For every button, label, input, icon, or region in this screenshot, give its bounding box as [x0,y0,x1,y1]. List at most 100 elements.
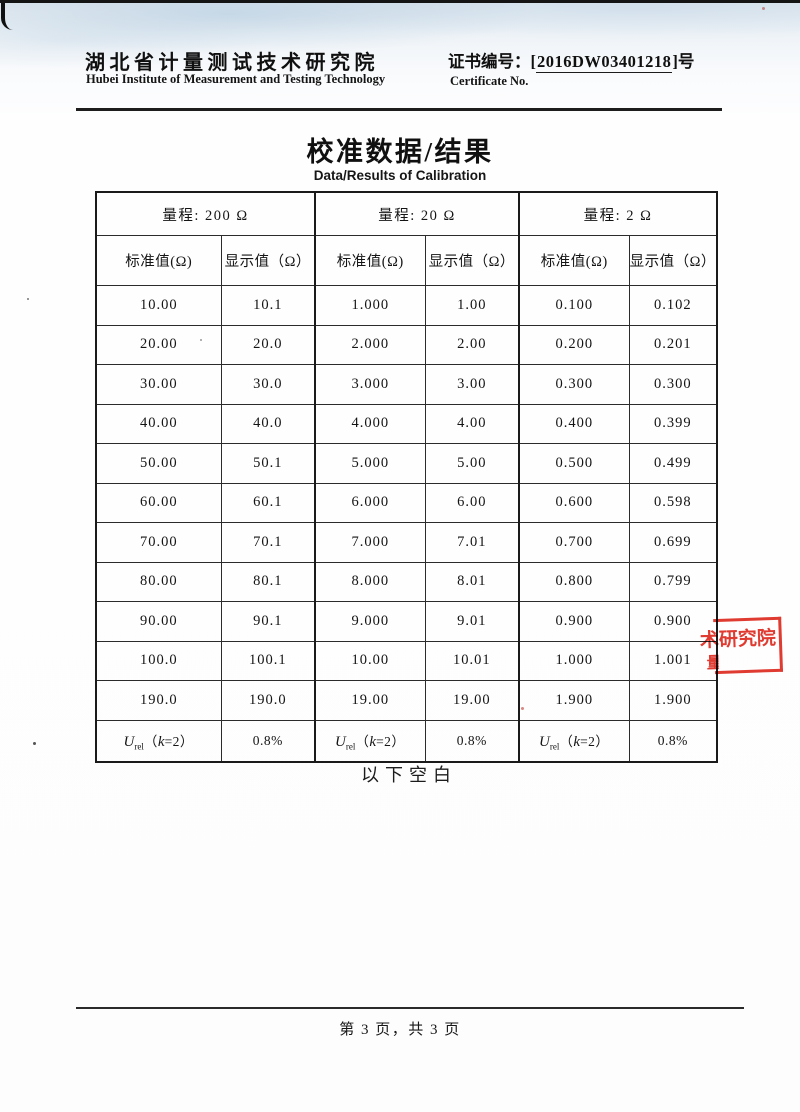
table-cell: 20.0 [220,324,316,365]
table-cell: 70.1 [220,522,316,563]
institute-name-cn: 湖北省计量测试技术研究院 [85,52,379,74]
table-cell: 1.900 [628,680,718,721]
uncertainty-paren-close: =2） [580,733,610,749]
table-cell: 0.598 [628,482,718,523]
certificate-label-cn: 证书编号： [448,52,531,71]
table-cell: 0.700 [518,522,630,563]
table-cell: 7.000 [314,522,426,563]
table-cell: 90.00 [95,601,222,642]
table-cell: 190.0 [220,680,316,721]
table-cell: 0.400 [518,403,630,444]
calibration-table: 量程: 200 Ω 量程: 20 Ω 量程: 2 Ω 标准值(Ω) 显示值（Ω）… [95,191,718,763]
uncertainty-paren-open: （ [143,733,158,749]
table-cell: 3.000 [314,364,426,405]
table-cell: 80.1 [220,561,316,602]
table-cell: 0.102 [628,285,718,326]
uncertainty-symbol: U [335,733,346,750]
column-header-row: 标准值(Ω) 显示值（Ω） 标准值(Ω) 显示值（Ω） 标准值(Ω) 显示值（Ω… [95,235,718,286]
table-cell: 100.1 [220,640,316,681]
uncertainty-label: Urel（k=2） [314,719,426,762]
table-cell: 30.0 [220,364,316,405]
table-cell: 0.500 [518,443,630,484]
uncertainty-symbol: U [123,733,135,750]
col-header-standard-2: 标准值(Ω) [518,235,630,286]
table-cell: 100.0 [95,640,222,681]
col-header-standard-200: 标准值(Ω) [95,235,222,286]
col-header-standard-20: 标准值(Ω) [314,235,426,286]
table-cell: 0.100 [518,285,630,326]
uncertainty-subscript: rel [345,741,356,752]
uncertainty-value: 0.8% [424,719,520,762]
certificate-number-line: 证书编号：[2016DW03401218]号 [448,48,695,73]
uncertainty-value: 0.8% [220,719,316,762]
table-cell: 10.01 [424,640,520,681]
table-cell: 10.00 [95,285,222,326]
range-header-2ohm: 量程: 2 Ω [518,191,718,236]
table-cell: 40.0 [220,403,316,444]
red-seal-text: 术研究院 [699,627,777,652]
table-cell: 20.00 [95,324,222,365]
table-cell: 5.00 [424,443,520,484]
scan-speck [200,339,202,341]
calibration-table-foot: Urel（k=2） 0.8% Urel（k=2） 0.8% Urel（k=2） … [95,719,718,762]
table-cell: 0.900 [518,601,630,642]
red-seal-stamp: 术研究院 量 [696,608,794,677]
scan-speck [33,742,36,745]
table-cell: 5.000 [314,443,426,484]
range-header-20ohm: 量程: 20 Ω [314,191,520,236]
table-cell: 0.900 [628,601,718,642]
table-cell: 4.000 [314,403,426,444]
red-seal-text-partial: 量 [706,654,720,673]
table-cell: 0.399 [628,403,718,444]
table-cell: 1.900 [518,680,630,721]
table-cell: 6.00 [424,482,520,523]
uncertainty-value: 0.8% [628,719,718,762]
table-cell: 60.1 [220,482,316,523]
calibration-table-head: 量程: 200 Ω 量程: 20 Ω 量程: 2 Ω 标准值(Ω) 显示值（Ω）… [95,191,718,286]
uncertainty-label: Urel（k=2） [95,719,222,762]
uncertainty-symbol: U [539,733,550,750]
certificate-bracket-open: [ [530,52,537,71]
uncertainty-paren-open: （ [355,733,370,749]
scan-corner-artifact [1,3,17,30]
table-cell: 0.499 [628,443,718,484]
table-cell: 190.0 [95,680,222,721]
table-row: 40.00 40.0 4.000 4.00 0.400 0.399 [95,403,718,444]
table-cell: 10.1 [220,285,316,326]
uncertainty-paren-close: =2） [164,733,194,749]
uncertainty-k: k [573,733,581,750]
table-cell: 40.00 [95,403,222,444]
col-header-displayed-20: 显示值（Ω） [424,235,520,286]
scan-edge-artifact [0,0,800,3]
uncertainty-k: k [157,733,165,750]
table-cell: 7.01 [424,522,520,563]
table-cell: 90.1 [220,601,316,642]
table-cell: 0.300 [628,364,718,405]
table-cell: 80.00 [95,561,222,602]
table-cell: 3.00 [424,364,520,405]
range-header-row: 量程: 200 Ω 量程: 20 Ω 量程: 2 Ω [95,191,718,236]
table-cell: 0.600 [518,482,630,523]
table-row: 90.00 90.1 9.000 9.01 0.900 0.900 [95,601,718,642]
table-cell: 0.800 [518,561,630,602]
table-cell: 8.01 [424,561,520,602]
table-cell: 6.000 [314,482,426,523]
table-cell: 1.000 [518,640,630,681]
range-header-200ohm: 量程: 200 Ω [95,191,316,236]
uncertainty-label: Urel（k=2） [518,719,630,762]
col-header-displayed-2: 显示值（Ω） [628,235,718,286]
table-cell: 8.000 [314,561,426,602]
certificate-suffix: 号 [677,52,695,71]
uncertainty-k: k [369,733,377,750]
certificate-bracket-close: ] [672,52,678,71]
table-cell: 9.01 [424,601,520,642]
scan-speck [762,7,765,10]
page-number: 第 3 页，共 3 页 [339,1022,461,1038]
table-row: 100.0 100.1 10.00 10.01 1.000 1.001 [95,640,718,681]
table-cell: 1.000 [314,285,426,326]
scan-speck [27,298,29,300]
table-row: 20.00 20.0 2.000 2.00 0.200 0.201 [95,324,718,365]
table-cell: 70.00 [95,522,222,563]
table-cell: 0.799 [628,561,718,602]
